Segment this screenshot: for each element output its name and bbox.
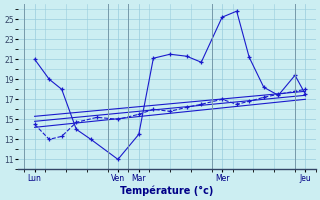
X-axis label: Température (°c): Température (°c) <box>120 185 213 196</box>
